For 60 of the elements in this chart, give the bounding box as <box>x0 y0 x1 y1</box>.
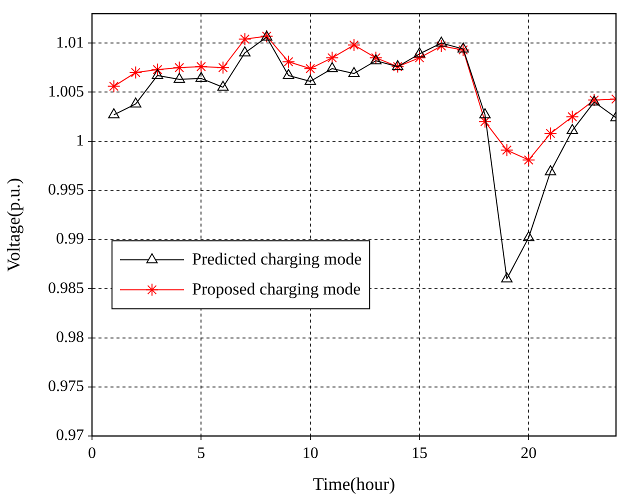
point <box>195 72 207 82</box>
point <box>544 165 556 176</box>
y-tick-label: 0.975 <box>48 378 84 396</box>
point <box>304 74 316 85</box>
y-tick-label: 0.99 <box>56 230 84 248</box>
point <box>522 153 536 166</box>
x-tick-label: 15 <box>412 444 428 462</box>
point <box>151 63 164 76</box>
point <box>194 60 208 74</box>
point <box>348 67 360 78</box>
point <box>108 108 120 118</box>
y-tick-label: 0.97 <box>56 427 84 444</box>
point <box>500 144 514 157</box>
point <box>544 126 557 140</box>
point <box>370 54 382 64</box>
x-tick-label: 10 <box>302 444 318 462</box>
point <box>501 272 513 282</box>
legend-label: Predicted charging mode <box>192 249 362 268</box>
point <box>326 51 339 64</box>
point <box>304 62 317 76</box>
point <box>566 110 579 124</box>
point <box>238 32 252 46</box>
point <box>414 47 426 58</box>
y-tick-label: 1.01 <box>56 34 84 52</box>
x-tick-label: 0 <box>88 444 96 462</box>
point <box>369 51 382 64</box>
point <box>479 108 491 118</box>
point <box>434 40 448 53</box>
y-tick-label: 0.985 <box>48 280 84 297</box>
point <box>457 42 469 52</box>
point <box>282 68 294 79</box>
point <box>326 62 338 72</box>
point <box>348 38 360 52</box>
y-tick-label: 0.98 <box>56 328 84 346</box>
x-tick-label: 5 <box>197 444 206 462</box>
point <box>566 124 578 134</box>
point <box>152 68 164 79</box>
point <box>522 231 534 242</box>
point <box>413 51 426 64</box>
y-tick-label: 1.005 <box>48 83 84 100</box>
y-axis-title: Voltage(p.u.) <box>4 178 24 272</box>
y-tick-label: 0.995 <box>48 182 84 199</box>
point <box>216 61 230 74</box>
point <box>456 43 470 56</box>
point <box>217 80 229 91</box>
point <box>392 60 404 70</box>
point <box>436 36 448 47</box>
x-axis-title: Time(hour) <box>312 474 396 494</box>
point <box>174 72 186 83</box>
point <box>130 97 142 108</box>
point <box>282 55 295 68</box>
legend-label: Proposed charging mode <box>192 279 361 298</box>
point <box>239 46 251 56</box>
point <box>107 80 120 93</box>
y-tick-label: 1 <box>76 132 84 150</box>
point <box>129 66 142 80</box>
point <box>478 115 492 128</box>
point <box>391 60 404 74</box>
x-tick-label: 20 <box>520 444 537 462</box>
point <box>172 61 186 74</box>
